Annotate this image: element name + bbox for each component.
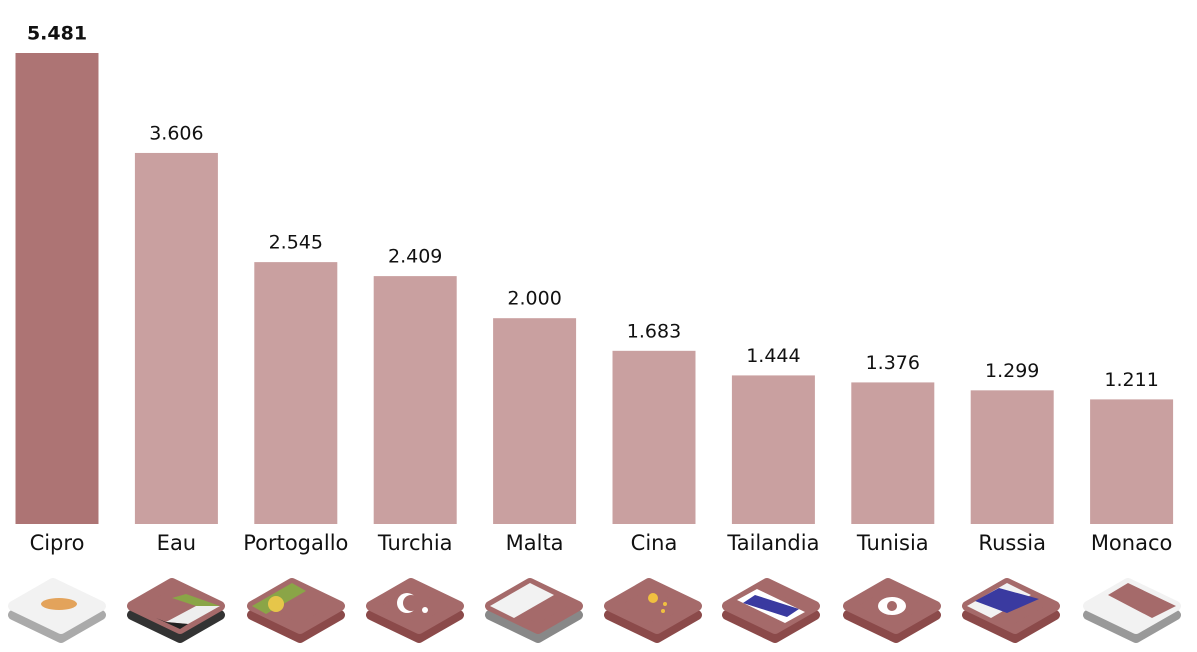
flag-tile (13, 583, 101, 638)
value-label: 2.545 (269, 232, 323, 254)
flag-tile (132, 583, 220, 638)
bar (970, 390, 1054, 524)
plot-area (15, 53, 1174, 524)
x-tick-label: Cina (631, 531, 678, 555)
x-tick-label: Tunisia (856, 531, 929, 555)
value-label: 1.211 (1104, 369, 1158, 391)
bar (493, 318, 577, 524)
value-label: 1.299 (985, 360, 1039, 382)
flag-tile (1088, 583, 1176, 638)
value-label: 1.376 (866, 352, 920, 374)
bar (254, 262, 338, 524)
x-tick-label: Cipro (30, 531, 85, 555)
flag-tile (609, 583, 697, 638)
x-tick-label: Eau (157, 531, 196, 555)
x-tick-label: Monaco (1091, 531, 1173, 555)
bar (731, 375, 815, 524)
x-tick-label: Malta (506, 531, 564, 555)
flag-tile (252, 583, 340, 638)
bar (612, 350, 696, 524)
bar (15, 53, 99, 524)
bar (134, 152, 218, 524)
bar (373, 276, 457, 524)
x-tick-label: Tailandia (726, 531, 819, 555)
x-tick-label: Portogallo (243, 531, 348, 555)
flag-tile (967, 583, 1055, 638)
bar (1090, 399, 1174, 524)
value-label: 1.683 (627, 320, 681, 342)
x-tick-label: Turchia (377, 531, 453, 555)
flags (13, 583, 1176, 638)
value-label: 1.444 (746, 345, 800, 367)
bar (851, 382, 935, 524)
x-tick-label: Russia (978, 531, 1046, 555)
value-label: 2.000 (507, 288, 561, 310)
flag-tile (727, 583, 815, 638)
flag-tile (848, 583, 936, 638)
flag-tile (490, 583, 578, 638)
flag-tile (371, 583, 459, 638)
value-label: 3.606 (149, 122, 203, 144)
value-label: 2.409 (388, 246, 442, 268)
value-label: 5.481 (27, 23, 87, 45)
